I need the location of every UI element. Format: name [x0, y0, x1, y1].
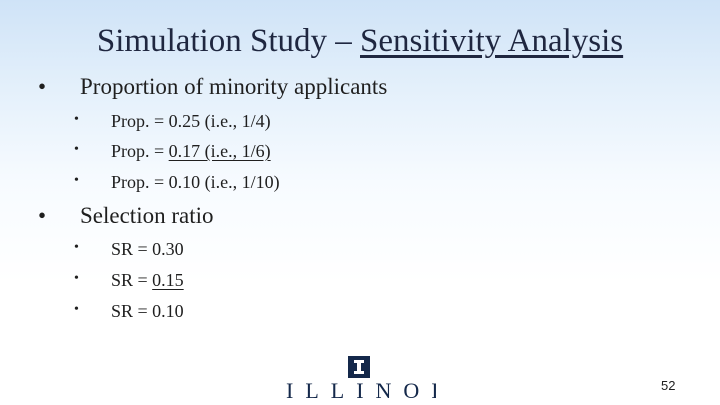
- item-prefix: SR =: [111, 301, 153, 321]
- bullet-icon: •: [74, 271, 79, 286]
- bullet-icon: •: [38, 203, 47, 228]
- bullet-icon: •: [74, 173, 79, 188]
- item-underlined: 0.17 (i.e., 1/6): [168, 141, 271, 161]
- item-prefix: Prop. =: [111, 141, 169, 161]
- section-label: Proportion of minority applicants: [80, 74, 388, 99]
- bullet-icon: •: [74, 112, 79, 127]
- item-prefix: SR =: [111, 270, 153, 290]
- item-underlined: 0.15: [152, 270, 184, 290]
- bullet-icon: •: [74, 240, 79, 255]
- illinois-logo-text: ILLINOIS: [286, 378, 436, 398]
- item-prefix: Prop. =: [111, 111, 169, 131]
- item-value: 0.10: [152, 301, 184, 321]
- item-prefix: Prop. =: [111, 172, 169, 192]
- title-prefix: Simulation Study –: [96, 23, 360, 59]
- bullet-icon: •: [74, 302, 79, 317]
- item-value: 0.10 (i.e., 1/10): [168, 172, 280, 192]
- item-value: 0.30: [152, 239, 184, 259]
- section-label: Selection ratio: [80, 203, 214, 228]
- title-underlined: Sensitivity Analysis: [360, 23, 624, 59]
- bullet-icon: •: [74, 142, 79, 157]
- slide-title: Simulation Study – Sensitivity Analysis: [0, 20, 720, 62]
- illinois-block-i-icon: [348, 356, 370, 378]
- page-number: 52: [661, 378, 676, 393]
- bullet-icon: •: [38, 74, 47, 99]
- item-prefix: SR =: [111, 239, 153, 259]
- item-value: 0.25 (i.e., 1/4): [168, 111, 271, 131]
